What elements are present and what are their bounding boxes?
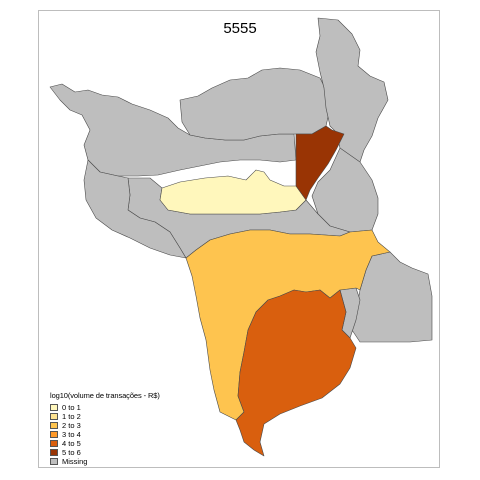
legend-item: 0 to 1 xyxy=(50,403,160,412)
legend-item: 2 to 3 xyxy=(50,421,160,430)
map-title: 5555 xyxy=(223,20,257,37)
region-west-central[interactable] xyxy=(159,169,307,215)
legend-title: log10(volume de transações - R$) xyxy=(50,391,160,400)
legend-item: 4 to 5 xyxy=(50,439,160,448)
legend-label: 0 to 1 xyxy=(62,403,81,412)
legend-item: Missing xyxy=(50,457,160,466)
legend-item: 1 to 2 xyxy=(50,412,160,421)
legend-swatch xyxy=(50,439,58,448)
legend-swatch xyxy=(50,412,58,421)
legend-swatch xyxy=(50,457,58,466)
legend-item: 5 to 6 xyxy=(50,448,160,457)
legend-item: 3 to 4 xyxy=(50,430,160,439)
legend-label: 1 to 2 xyxy=(62,412,81,421)
legend-swatch xyxy=(50,448,58,457)
region-north-strip[interactable] xyxy=(295,125,345,201)
legend-label: 5 to 6 xyxy=(62,448,81,457)
legend-label: 4 to 5 xyxy=(62,439,81,448)
region-missing-north[interactable] xyxy=(179,67,331,141)
legend-swatch xyxy=(50,430,58,439)
legend-label: 3 to 4 xyxy=(62,430,81,439)
region-south-east[interactable] xyxy=(235,289,357,457)
legend-swatch xyxy=(50,421,58,430)
legend-label: 2 to 3 xyxy=(62,421,81,430)
legend-swatch xyxy=(50,403,58,412)
region-missing-northeast[interactable] xyxy=(315,17,389,163)
legend-label: Missing xyxy=(62,457,88,466)
region-missing-west-lower[interactable] xyxy=(83,159,187,259)
